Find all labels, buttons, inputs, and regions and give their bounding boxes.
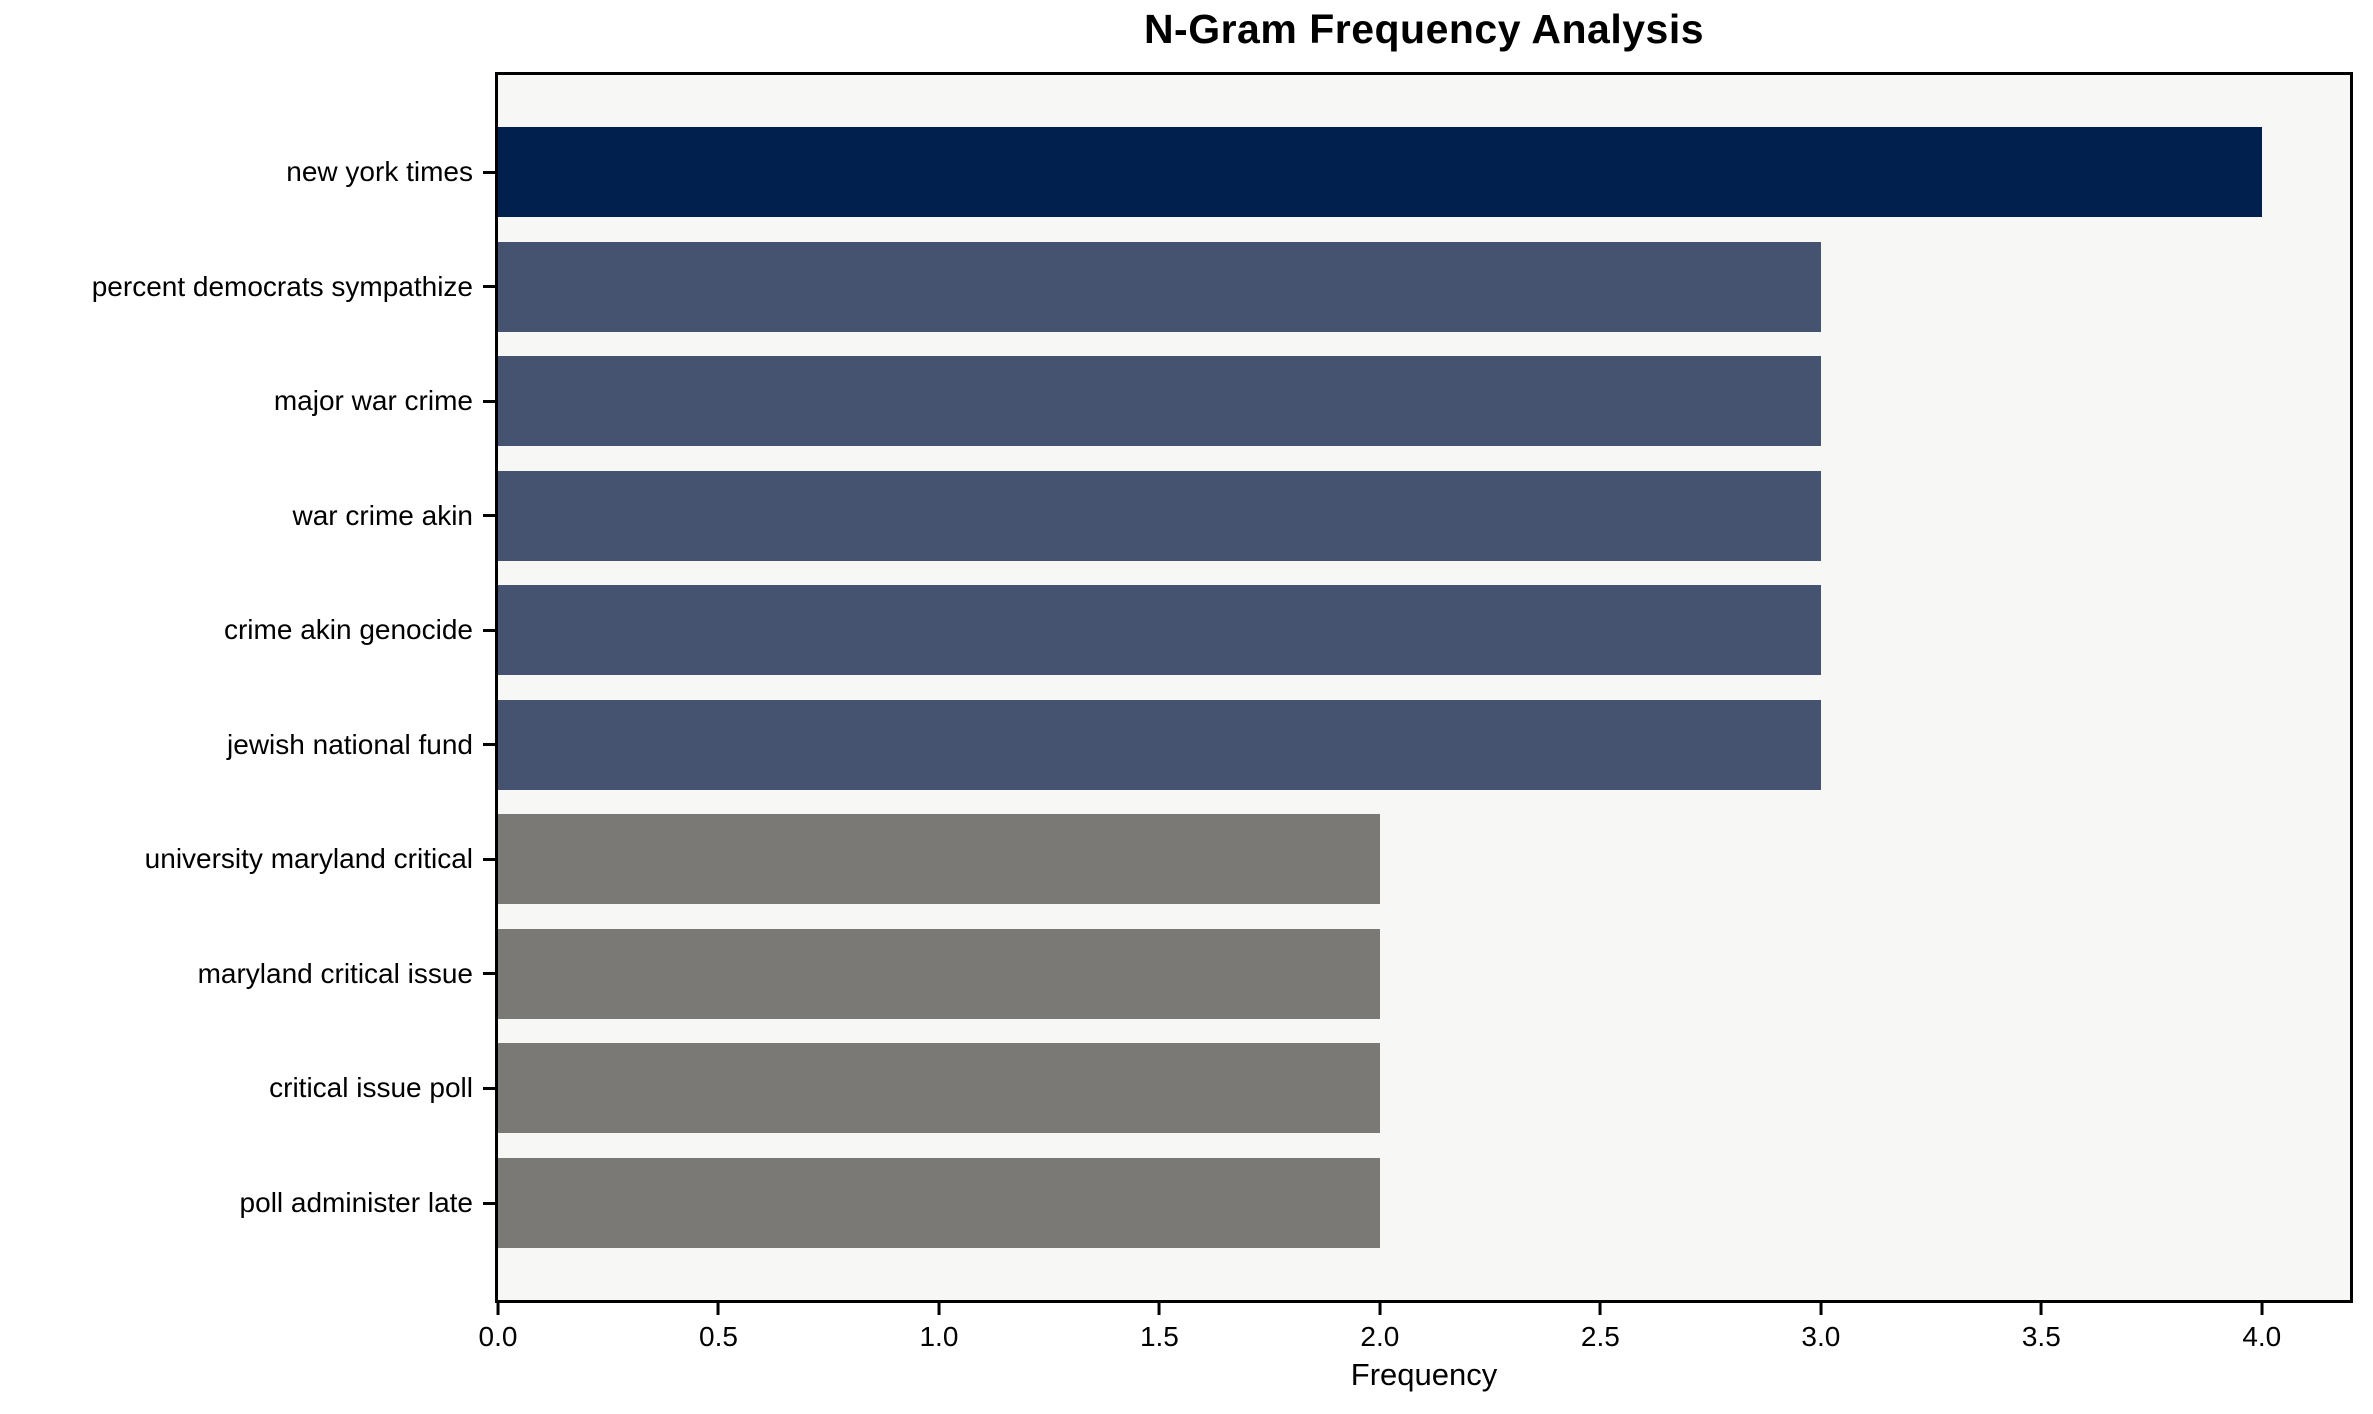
y-tick-mark bbox=[483, 972, 495, 976]
y-tick-mark bbox=[483, 399, 495, 403]
x-tick-mark bbox=[1157, 1303, 1161, 1315]
x-tick: 3.5 bbox=[2022, 1303, 2061, 1353]
x-tick-mark bbox=[1378, 1303, 1382, 1315]
x-tick-label: 1.5 bbox=[1139, 1321, 1179, 1352]
y-tick-mark bbox=[483, 285, 495, 289]
x-axis-title: Frequency bbox=[1350, 1357, 1498, 1392]
y-tick-mark bbox=[483, 743, 495, 747]
x-tick-label: 1.0 bbox=[919, 1321, 959, 1352]
y-tick-mark bbox=[483, 857, 495, 861]
y-tick-mark bbox=[483, 1201, 495, 1205]
bar bbox=[498, 1043, 1380, 1134]
y-tick-label: maryland critical issue bbox=[197, 957, 473, 989]
x-tick-mark bbox=[2039, 1303, 2043, 1315]
bar bbox=[498, 241, 1821, 332]
x-axis: 0.0 0.5 1.0 1.5 2.0 2.5 3.0 3.5 4.0 bbox=[479, 1303, 2350, 1373]
y-tick-mark bbox=[483, 1086, 495, 1090]
x-tick: 1.0 bbox=[919, 1303, 958, 1353]
y-tick-label: new york times bbox=[286, 156, 473, 187]
x-tick-label: 3.5 bbox=[2021, 1321, 2061, 1352]
chart-title: N-Gram Frequency Analysis bbox=[1143, 6, 1705, 52]
x-tick-label: 2.5 bbox=[1580, 1321, 1620, 1352]
x-tick-mark bbox=[716, 1303, 720, 1315]
x-tick: 2.0 bbox=[1360, 1303, 1399, 1353]
x-tick-label: 0.5 bbox=[699, 1321, 738, 1352]
x-tick-mark bbox=[2260, 1303, 2264, 1315]
y-tick-label: poll administer late bbox=[239, 1187, 473, 1218]
y-tick-label: major war crime bbox=[273, 385, 473, 417]
bar bbox=[498, 585, 1821, 676]
y-tick-label: university maryland critical bbox=[144, 843, 473, 875]
x-tick-mark bbox=[937, 1303, 941, 1315]
x-tick: 3.0 bbox=[1801, 1303, 1840, 1353]
y-tick-mark bbox=[483, 170, 495, 174]
y-tick-label: crime akin genocide bbox=[223, 614, 473, 646]
bars-layer bbox=[498, 75, 2350, 1300]
x-tick: 0.5 bbox=[699, 1303, 738, 1353]
x-tick-label: 4.0 bbox=[2242, 1321, 2282, 1352]
x-tick: 0.0 bbox=[478, 1303, 518, 1353]
bar bbox=[498, 470, 1821, 561]
x-tick: 4.0 bbox=[2242, 1303, 2281, 1353]
x-tick-mark bbox=[1598, 1303, 1602, 1315]
x-tick-mark bbox=[1819, 1303, 1823, 1315]
y-tick-label: war crime akin bbox=[292, 499, 473, 531]
x-tick: 1.5 bbox=[1140, 1303, 1179, 1353]
bar bbox=[498, 127, 2262, 217]
x-tick-label: 0.0 bbox=[478, 1321, 518, 1352]
bar bbox=[498, 928, 1380, 1019]
y-tick-mark bbox=[483, 628, 495, 632]
x-tick-mark bbox=[496, 1303, 500, 1315]
bar bbox=[498, 1158, 1380, 1248]
y-axis-ticks bbox=[483, 75, 495, 1300]
bar bbox=[498, 699, 1821, 790]
x-tick-label: 2.0 bbox=[1360, 1321, 1400, 1352]
y-axis-labels: new york times percent democrats sympathi… bbox=[0, 75, 473, 1300]
y-tick-mark bbox=[483, 514, 495, 518]
y-tick-label: percent democrats sympathize bbox=[91, 270, 473, 302]
bar bbox=[498, 356, 1821, 447]
y-tick-label: critical issue poll bbox=[269, 1072, 473, 1104]
x-tick: 2.5 bbox=[1581, 1303, 1620, 1353]
bar bbox=[498, 814, 1380, 905]
x-tick-label: 3.0 bbox=[1801, 1321, 1841, 1352]
y-tick-label: jewish national fund bbox=[227, 728, 473, 760]
